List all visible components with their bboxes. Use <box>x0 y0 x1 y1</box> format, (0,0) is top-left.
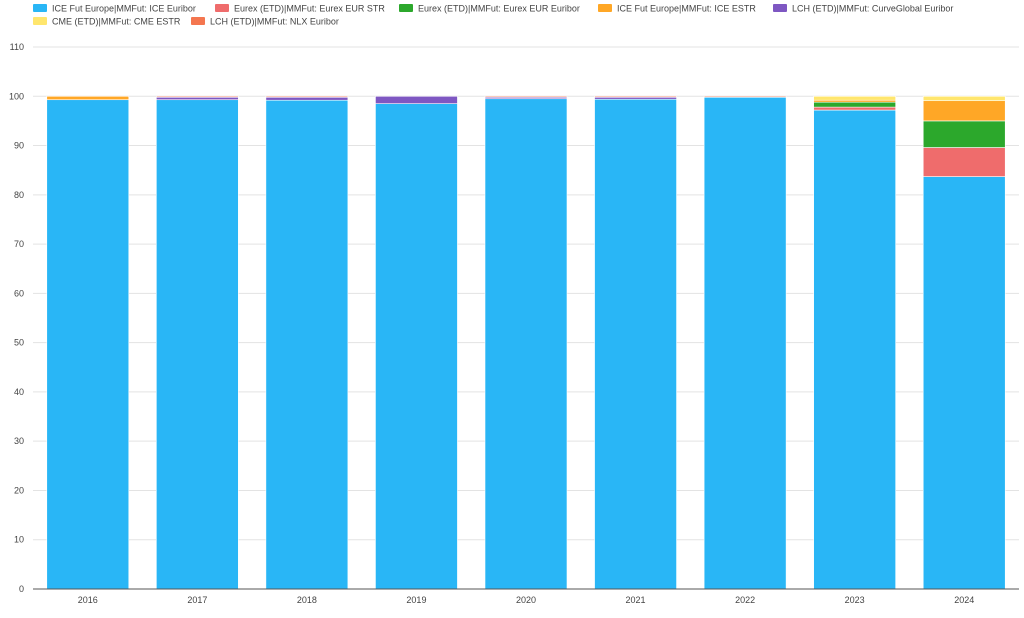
x-tick-label: 2019 <box>406 595 426 605</box>
y-tick-label: 110 <box>10 42 24 52</box>
bars <box>46 95 1006 590</box>
bar-segment-2018-s4 <box>265 96 349 101</box>
bar-segment-2017-s4 <box>156 96 239 101</box>
legend-label: ICE Fut Europe|MMFut: ICE ESTR <box>617 4 756 14</box>
bar-segment-2023-s2 <box>813 101 896 108</box>
bar-segment-2024-s2 <box>922 120 1006 148</box>
y-tick-label: 10 <box>14 535 24 545</box>
y-tick-label: 20 <box>14 485 24 495</box>
y-tick-label: 30 <box>14 436 24 446</box>
bar-segment-2018-s6 <box>265 95 349 98</box>
y-axis: 0 10 20 30 40 50 60 70 80 90 100 110 <box>9 42 24 594</box>
bar-segment-2019-s4 <box>375 95 458 104</box>
legend-label: LCH (ETD)|MMFut: NLX Euribor <box>210 17 339 27</box>
y-tick-label: 40 <box>14 387 24 397</box>
bar-segment-2024-s5 <box>922 95 1006 102</box>
legend-item-1[interactable]: Eurex (ETD)|MMFut: Eurex EUR STR <box>215 4 385 14</box>
legend-item-6[interactable]: LCH (ETD)|MMFut: NLX Euribor <box>191 17 339 27</box>
bar-segment-2022-s6 <box>703 95 787 98</box>
y-tick-label: 50 <box>14 338 24 348</box>
legend-item-4[interactable]: LCH (ETD)|MMFut: CurveGlobal Euribor <box>773 4 953 14</box>
legend-swatch <box>215 4 229 12</box>
legend-swatch <box>598 4 612 12</box>
legend: ICE Fut Europe|MMFut: ICE Euribor Eurex (… <box>33 4 953 27</box>
legend-swatch <box>33 17 47 25</box>
x-tick-label: 2024 <box>954 595 974 605</box>
legend-label: LCH (ETD)|MMFut: CurveGlobal Euribor <box>792 4 953 14</box>
x-tick-label: 2017 <box>187 595 207 605</box>
legend-item-5[interactable]: CME (ETD)|MMFut: CME ESTR <box>33 17 181 27</box>
bar-segment-2024-s0 <box>922 176 1006 590</box>
legend-label: Eurex (ETD)|MMFut: Eurex EUR STR <box>234 4 385 14</box>
bar-segment-2016-s0 <box>46 99 130 590</box>
bar-segment-2021-s6 <box>594 95 677 98</box>
bar-segment-2022-s0 <box>703 96 787 590</box>
legend-swatch <box>33 4 47 12</box>
bar-segment-2023-s1 <box>813 106 896 111</box>
y-tick-label: 70 <box>14 239 24 249</box>
y-tick-label: 90 <box>14 141 24 151</box>
legend-item-0[interactable]: ICE Fut Europe|MMFut: ICE Euribor <box>33 4 196 14</box>
y-tick-label: 0 <box>19 584 24 594</box>
legend-label: CME (ETD)|MMFut: CME ESTR <box>52 17 181 27</box>
legend-label: Eurex (ETD)|MMFut: Eurex EUR Euribor <box>418 4 580 14</box>
x-tick-label: 2021 <box>626 595 646 605</box>
bar-segment-2020-s0 <box>484 98 568 590</box>
legend-label: ICE Fut Europe|MMFut: ICE Euribor <box>52 4 196 14</box>
legend-swatch <box>399 4 413 12</box>
legend-swatch <box>191 17 205 25</box>
y-tick-label: 100 <box>9 91 24 101</box>
bar-segment-2019-s0 <box>375 103 458 590</box>
y-tick-label: 60 <box>14 288 24 298</box>
bar-segment-2024-s1 <box>922 147 1006 177</box>
x-tick-label: 2020 <box>516 595 536 605</box>
bar-segment-2018-s0 <box>265 99 349 590</box>
bar-segment-2021-s0 <box>594 98 677 590</box>
bar-segment-2024-s3 <box>922 100 1006 122</box>
bar-segment-2017-s6 <box>156 95 239 98</box>
x-tick-label: 2018 <box>297 595 317 605</box>
legend-item-3[interactable]: ICE Fut Europe|MMFut: ICE ESTR <box>598 4 756 14</box>
bar-segment-2023-s5 <box>813 95 896 101</box>
x-axis: 2016 2017 2018 2019 2020 2021 2022 2023 2024 <box>33 588 1019 605</box>
bar-segment-2017-s0 <box>156 99 239 590</box>
bar-segment-2023-s0 <box>813 109 896 590</box>
x-tick-label: 2022 <box>735 595 755 605</box>
legend-swatch <box>773 4 787 12</box>
legend-item-2[interactable]: Eurex (ETD)|MMFut: Eurex EUR Euribor <box>399 4 580 14</box>
x-tick-label: 2023 <box>845 595 865 605</box>
bar-segment-2020-s6 <box>484 95 568 98</box>
x-tick-label: 2016 <box>78 595 98 605</box>
bar-segment-2016-s3 <box>46 95 130 101</box>
y-tick-label: 80 <box>14 190 24 200</box>
